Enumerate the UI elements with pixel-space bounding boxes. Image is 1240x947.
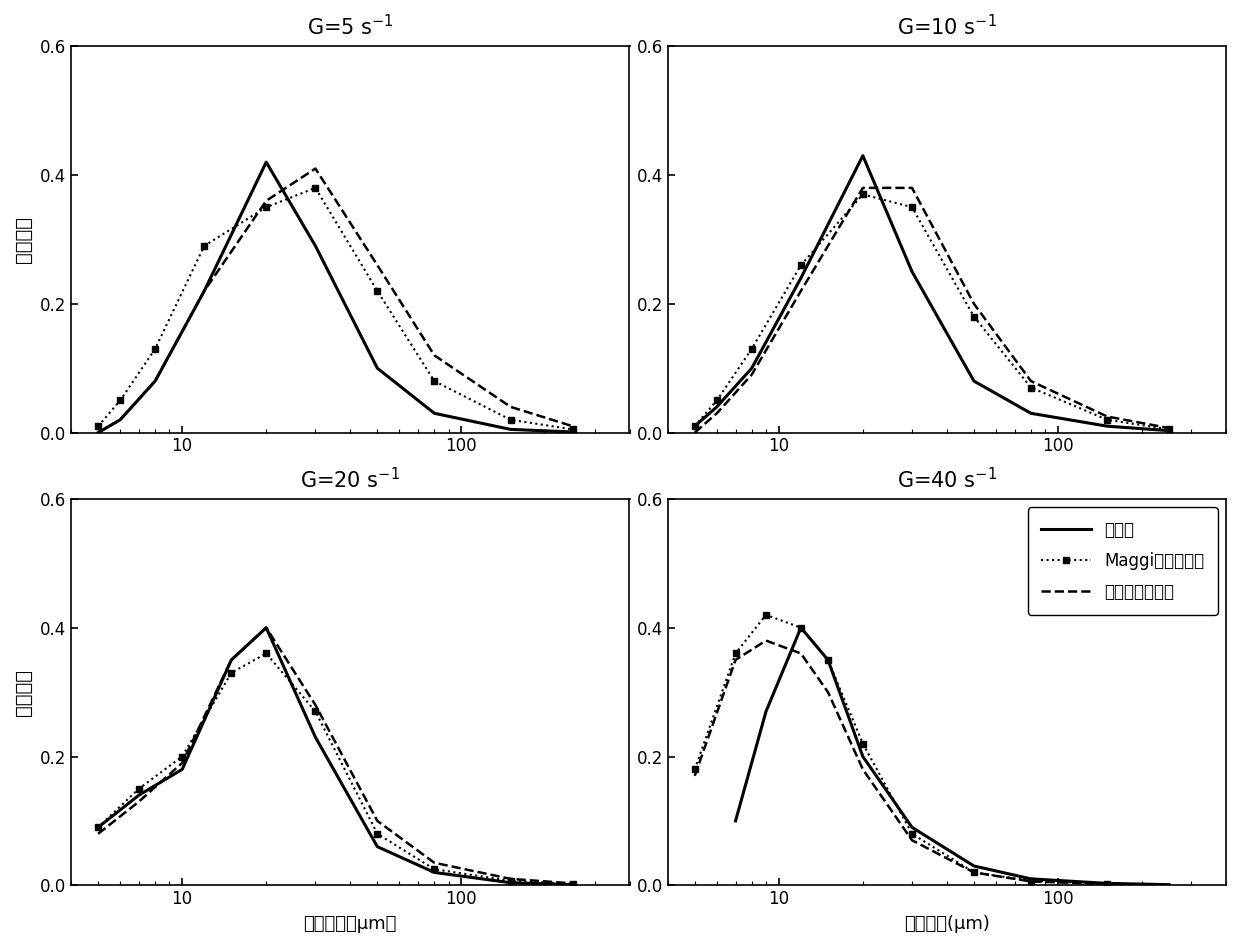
X-axis label: 紧团粒径（μm）: 紧团粒径（μm） (304, 915, 397, 933)
Y-axis label: 所占比例: 所占比例 (14, 669, 33, 716)
Title: G=40 s$^{-1}$: G=40 s$^{-1}$ (897, 467, 997, 491)
Title: G=5 s$^{-1}$: G=5 s$^{-1}$ (306, 14, 393, 39)
Title: G=20 s$^{-1}$: G=20 s$^{-1}$ (300, 467, 401, 491)
Y-axis label: 所占比例: 所占比例 (14, 216, 33, 263)
Legend: 试验值, Maggi模型计算值, 新建模型计算值: 试验值, Maggi模型计算值, 新建模型计算值 (1028, 508, 1218, 615)
X-axis label: 紧团粒径(μm): 紧团粒径(μm) (904, 915, 990, 933)
Title: G=10 s$^{-1}$: G=10 s$^{-1}$ (897, 14, 997, 39)
